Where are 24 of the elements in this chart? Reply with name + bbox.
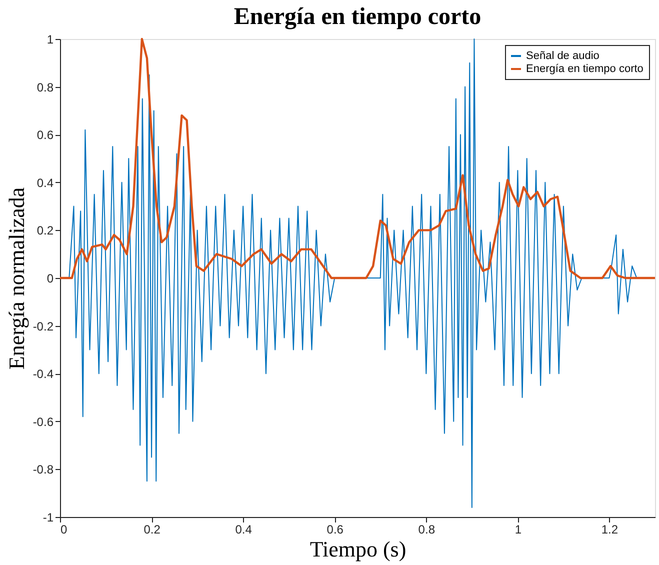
y-tick-label: 0.6 [36,128,54,142]
y-tick-label: -0.8 [32,462,54,477]
x-tick-label: 0.4 [235,522,252,536]
y-tick-label: -1 [42,510,54,524]
legend-label: Energía en tiempo corto [526,63,644,75]
legend-label: Señal de audio [526,50,600,62]
y-tick-label: 1 [46,32,54,46]
x-tick-label: 0.6 [326,522,344,536]
x-tick-label: 1.2 [601,522,618,536]
x-tick-label: 0.2 [144,522,161,536]
y-tick-label: -0.6 [32,414,54,429]
chart-title: Energía en tiempo corto [234,4,482,30]
line-series [58,38,656,280]
y-tick-label: -0.4 [32,367,54,382]
x-tick-label: 0 [60,522,68,536]
y-tick-label: 0 [46,272,54,286]
x-tick-label: 0.8 [418,522,436,536]
x-tick-label: 1 [514,522,522,536]
y-tick-label: 0.8 [36,80,54,94]
x-axis-title: Tiempo (s) [310,536,406,562]
y-tick-label: 0.2 [36,224,54,238]
y-tick-label: 0.4 [36,176,54,190]
y-tick-label: -0.2 [32,319,54,334]
y-axis-title: Energía normalizada [4,187,29,370]
